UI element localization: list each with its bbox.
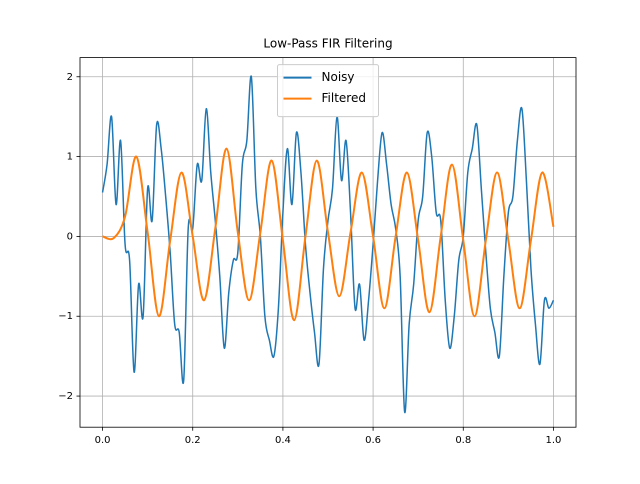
x-tick-label: 0.8 [455,435,471,446]
axes-frame [79,57,577,428]
x-tick-label: 0.4 [275,435,291,446]
x-tick-label: 0.2 [185,435,201,446]
x-tick-label: 0.0 [95,435,111,446]
y-tick-label: 0 [67,231,73,242]
x-tick-label: 1.0 [546,435,562,446]
y-tick-label: −1 [58,311,73,322]
line [102,147,555,322]
legend-label: Filtered [322,91,366,105]
y-tick-label: 2 [67,72,73,83]
legend-label: Noisy [322,70,355,84]
y-tick-label: −2 [58,391,73,402]
line [101,75,555,414]
x-tick-label: 0.6 [365,435,381,446]
chart-title: Low-Pass FIR Filtering [263,37,392,51]
y-tick-label: 1 [67,152,73,163]
